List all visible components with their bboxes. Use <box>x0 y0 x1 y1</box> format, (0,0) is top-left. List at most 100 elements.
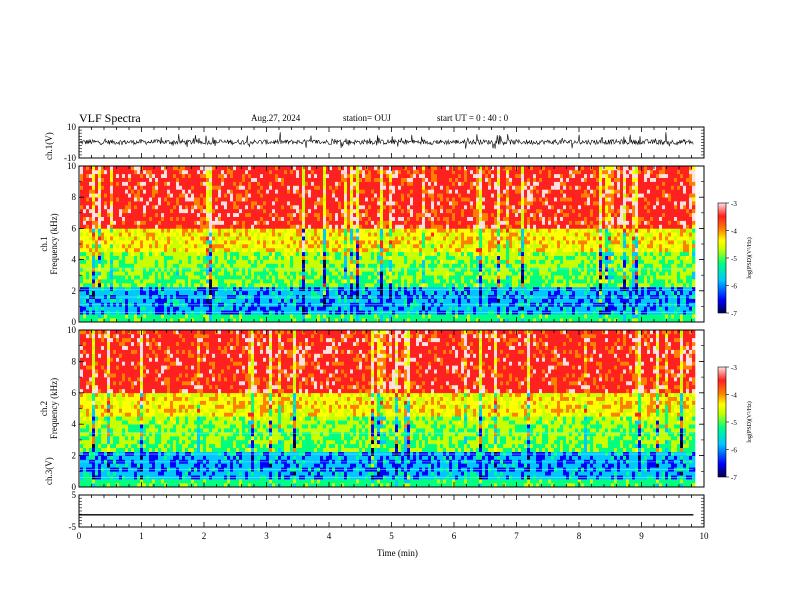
spectrogram-cell <box>164 189 168 194</box>
spectrogram-cell <box>326 189 330 194</box>
spectrogram-cell <box>161 275 165 280</box>
spectrogram-cell <box>179 267 183 272</box>
spectrogram-cell <box>443 244 447 249</box>
spectrogram-cell <box>323 314 327 319</box>
spectrogram-cell <box>224 318 228 323</box>
spectrogram-cell <box>395 271 399 276</box>
spectrogram-cell <box>440 247 444 253</box>
spectrogram-cell <box>338 247 342 253</box>
spectrogram-cell <box>188 263 192 268</box>
spectrogram-cell <box>317 208 321 214</box>
spectrogram-cell <box>335 193 339 198</box>
spectrogram-cell <box>320 216 324 221</box>
spectrogram-cell <box>344 232 348 237</box>
spectrogram-cell <box>191 263 195 268</box>
spectrogram-cell <box>260 267 264 272</box>
spectrogram-cell <box>365 255 369 260</box>
spectrogram-cell <box>299 275 303 280</box>
spectrogram-cell <box>95 201 99 206</box>
spectrogram-cell <box>110 314 114 319</box>
spectrogram-cell <box>341 212 345 217</box>
spectrogram-cell <box>104 193 108 198</box>
spectrogram-cell <box>158 232 162 237</box>
spectrogram-cell <box>167 181 171 186</box>
spectrogram-cell <box>119 216 123 221</box>
spectrogram-cell <box>410 232 414 237</box>
spectrogram-cell <box>296 306 300 311</box>
spectrogram-cell <box>146 263 150 268</box>
spectrogram-cell <box>101 263 105 268</box>
spectrogram-cell <box>293 232 297 237</box>
spectrogram-cell <box>260 251 264 256</box>
spectrogram-cell <box>215 283 219 288</box>
spectrogram-cell <box>380 247 384 253</box>
spectrogram-cell <box>101 279 105 284</box>
spectrogram-cell <box>218 197 222 202</box>
spectrogram-cell <box>341 220 345 225</box>
spectrogram-cell <box>200 247 204 253</box>
spectrogram-cell <box>437 173 441 178</box>
spectrogram-cell <box>224 271 228 276</box>
spectrogram-cell <box>200 181 204 186</box>
spectrogram-cell <box>221 208 225 214</box>
spectrogram-cell <box>227 306 231 311</box>
spectrogram-cell <box>110 189 114 194</box>
spectrogram-cell <box>416 212 420 217</box>
spectrogram-cell <box>164 197 168 202</box>
spectrogram-cell <box>83 240 87 245</box>
spectrogram-cell <box>164 232 168 237</box>
spectrogram-cell <box>293 247 297 253</box>
spectrogram-cell <box>98 181 102 186</box>
spectrogram-cell <box>398 224 402 229</box>
spectrogram-cell <box>170 247 174 253</box>
spectrogram-cell <box>293 255 297 260</box>
spectrogram-cell <box>377 208 381 214</box>
spectrogram-cell <box>440 279 444 284</box>
spectrogram-cell <box>176 166 180 171</box>
spectrogram-cell <box>260 208 264 214</box>
spectrogram-cell <box>89 318 93 323</box>
spectrogram-cell <box>143 197 147 202</box>
spectrogram-cell <box>194 267 198 272</box>
spectrogram-cell <box>215 220 219 225</box>
spectrogram-cell <box>389 232 393 237</box>
spectrogram-cell <box>203 314 207 319</box>
spectrogram-cell <box>146 259 150 264</box>
spectrogram-cell <box>173 251 177 256</box>
spectrogram-cell <box>371 169 375 175</box>
spectrogram-cell <box>347 232 351 237</box>
spectrogram-cell <box>341 216 345 221</box>
spectrogram-cell <box>341 259 345 264</box>
spectrogram-cell <box>245 271 249 276</box>
spectrogram-cell <box>266 306 270 311</box>
spectrogram-cell <box>248 173 252 178</box>
spectrogram-cell <box>158 259 162 264</box>
spectrogram-cell <box>251 298 255 303</box>
spectrogram-cell <box>287 193 291 198</box>
ch1-spectrogram <box>80 166 696 323</box>
spectrogram-cell <box>383 189 387 194</box>
spectrogram-cell <box>377 173 381 178</box>
spectrogram-cell <box>242 169 246 175</box>
spectrogram-cell <box>236 181 240 186</box>
spectrogram-cell <box>107 283 111 288</box>
spectrogram-cell <box>311 212 315 217</box>
spectrogram-cell <box>173 173 177 178</box>
spectrogram-cell <box>407 298 411 303</box>
spectrogram-cell <box>212 212 216 217</box>
spectrogram-cell <box>320 263 324 268</box>
spectrogram-cell <box>401 228 405 233</box>
spectrogram-cell <box>293 177 297 182</box>
spectrogram-cell <box>338 275 342 280</box>
spectrogram-cell <box>158 283 162 288</box>
spectrogram-cell <box>299 193 303 198</box>
spectrogram-cell <box>89 220 93 225</box>
spectrogram-cell <box>170 224 174 229</box>
spectrogram-cell <box>182 314 186 319</box>
spectrogram-cell <box>281 240 285 245</box>
spectrogram-cell <box>275 283 279 288</box>
spectrogram-cell <box>440 236 444 241</box>
spectrogram-cell <box>245 166 249 171</box>
spectrogram-cell <box>407 169 411 175</box>
spectrogram-cell <box>230 216 234 221</box>
